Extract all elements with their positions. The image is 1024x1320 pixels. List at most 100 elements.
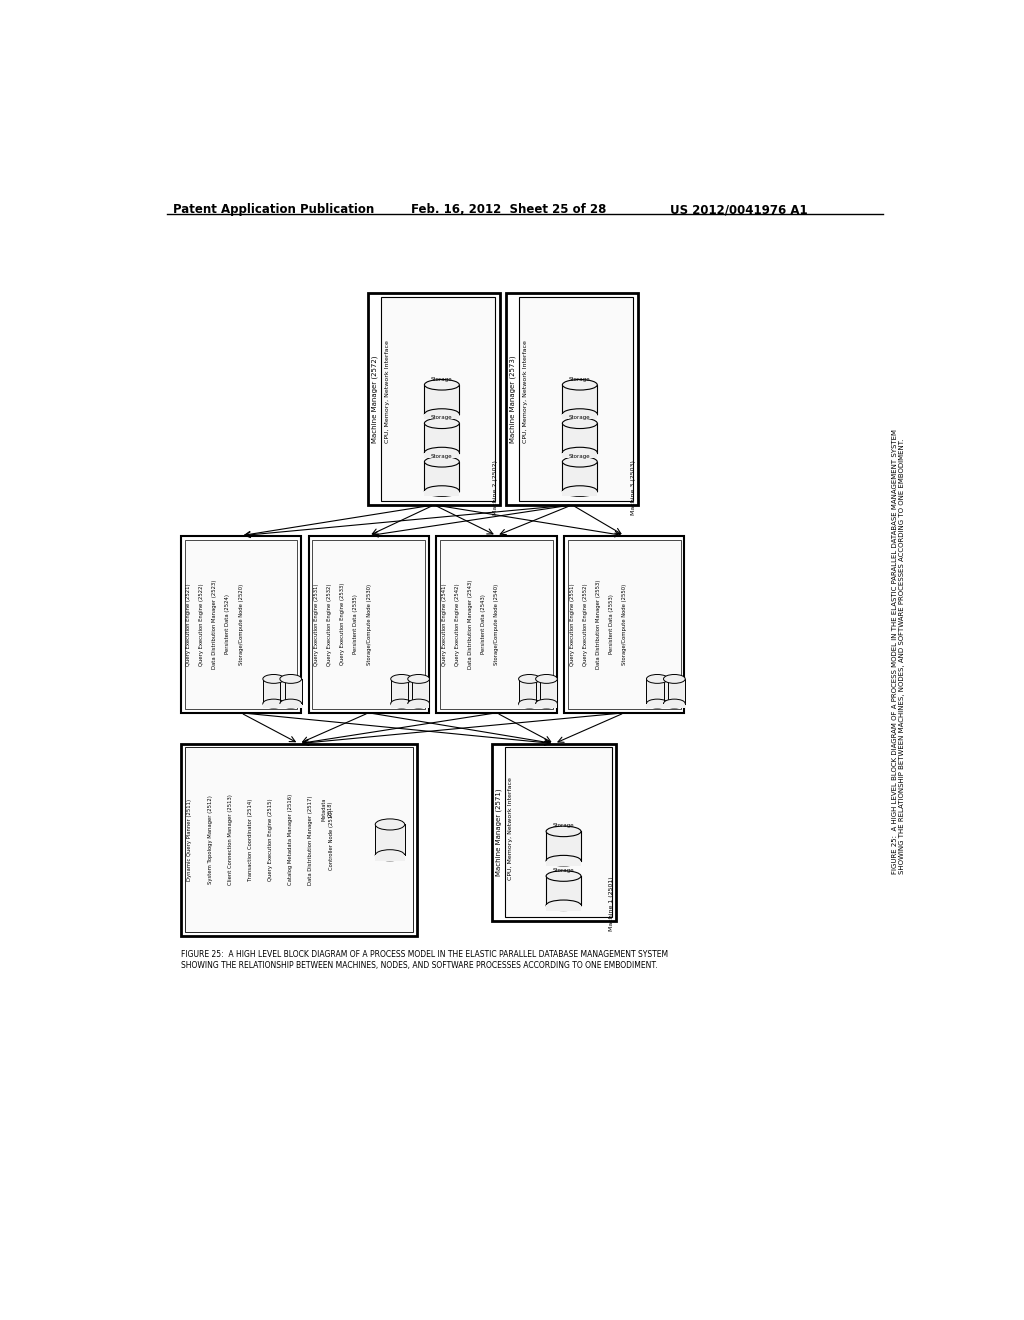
Text: Query Execution Engine (2522): Query Execution Engine (2522) bbox=[199, 583, 204, 665]
Text: Query Execution Engine (2541): Query Execution Engine (2541) bbox=[441, 583, 446, 665]
Ellipse shape bbox=[263, 700, 285, 708]
Text: Storage: Storage bbox=[569, 454, 591, 459]
Bar bbox=[568, 540, 681, 709]
Bar bbox=[424, 491, 460, 496]
Ellipse shape bbox=[518, 675, 541, 684]
Text: Data Distribution Manager (2523): Data Distribution Manager (2523) bbox=[212, 579, 217, 669]
Ellipse shape bbox=[408, 700, 429, 708]
Ellipse shape bbox=[562, 486, 597, 496]
Text: Machine Manager (2573): Machine Manager (2573) bbox=[509, 355, 516, 442]
Text: Query Execution Engine (2542): Query Execution Engine (2542) bbox=[455, 583, 460, 665]
Ellipse shape bbox=[280, 700, 302, 708]
Bar bbox=[518, 704, 541, 708]
Text: Storage: Storage bbox=[569, 416, 591, 420]
Text: Data Distribution Manager (2517): Data Distribution Manager (2517) bbox=[308, 795, 313, 884]
Ellipse shape bbox=[536, 675, 557, 684]
Bar bbox=[184, 540, 297, 709]
Bar bbox=[180, 743, 417, 936]
Text: Storage: Storage bbox=[569, 376, 591, 381]
Text: US 2012/0041976 A1: US 2012/0041976 A1 bbox=[671, 203, 808, 216]
Text: Machine 1 (2501): Machine 1 (2501) bbox=[609, 876, 614, 931]
Bar bbox=[518, 678, 541, 704]
Text: Data Distribution Manager (2553): Data Distribution Manager (2553) bbox=[596, 579, 601, 669]
Bar bbox=[493, 743, 616, 921]
Text: Dynamic Query Planner (2511): Dynamic Query Planner (2511) bbox=[187, 799, 193, 880]
Bar bbox=[263, 704, 285, 708]
Ellipse shape bbox=[562, 447, 597, 458]
Ellipse shape bbox=[424, 380, 460, 389]
Text: Persistent Data (2535): Persistent Data (2535) bbox=[353, 594, 358, 655]
Ellipse shape bbox=[375, 818, 404, 830]
Text: SHOWING THE RELATIONSHIP BETWEEN MACHINES, NODES, AND SOFTWARE PROCESSES ACCORDI: SHOWING THE RELATIONSHIP BETWEEN MACHINE… bbox=[180, 961, 657, 970]
Text: Persistent Data (2553): Persistent Data (2553) bbox=[609, 594, 614, 655]
Bar bbox=[263, 678, 285, 704]
Bar bbox=[536, 704, 557, 708]
Text: Persistent Data (2543): Persistent Data (2543) bbox=[481, 594, 486, 655]
Bar bbox=[408, 678, 429, 704]
Bar bbox=[546, 832, 581, 861]
Bar bbox=[184, 747, 414, 932]
Text: Storage: Storage bbox=[553, 869, 574, 873]
Bar bbox=[180, 536, 301, 713]
Bar bbox=[375, 825, 404, 855]
Text: Data Distribution Manager (2543): Data Distribution Manager (2543) bbox=[468, 579, 473, 669]
Bar bbox=[375, 855, 404, 861]
Bar bbox=[562, 424, 597, 453]
Ellipse shape bbox=[546, 871, 581, 882]
Text: Query Execution Engine (2515): Query Execution Engine (2515) bbox=[268, 799, 273, 882]
Bar bbox=[280, 704, 302, 708]
Ellipse shape bbox=[546, 855, 581, 866]
Bar bbox=[664, 704, 685, 708]
Text: CPU, Memory, Network Interface: CPU, Memory, Network Interface bbox=[508, 777, 513, 879]
Ellipse shape bbox=[646, 700, 669, 708]
Bar bbox=[440, 540, 553, 709]
Bar bbox=[518, 297, 633, 502]
Text: Query Execution Engine (2533): Query Execution Engine (2533) bbox=[340, 583, 345, 665]
Bar bbox=[562, 385, 597, 414]
Text: Transaction Coordinator (2514): Transaction Coordinator (2514) bbox=[248, 799, 253, 880]
Text: System Topology Manager (2512): System Topology Manager (2512) bbox=[208, 796, 213, 884]
Bar bbox=[562, 462, 597, 491]
Ellipse shape bbox=[424, 486, 460, 496]
Ellipse shape bbox=[424, 418, 460, 429]
Ellipse shape bbox=[408, 675, 429, 684]
Bar bbox=[424, 453, 460, 458]
Ellipse shape bbox=[546, 900, 581, 911]
Text: Query Execution Engine (2552): Query Execution Engine (2552) bbox=[583, 583, 588, 665]
Bar bbox=[546, 861, 581, 866]
Bar bbox=[424, 462, 460, 491]
Ellipse shape bbox=[562, 380, 597, 389]
Text: FIGURE 25:  A HIGH LEVEL BLOCK DIAGRAM OF A PROCESS MODEL IN THE ELASTIC PARALLE: FIGURE 25: A HIGH LEVEL BLOCK DIAGRAM OF… bbox=[180, 950, 668, 958]
Bar bbox=[280, 678, 302, 704]
Bar bbox=[646, 678, 669, 704]
Text: Machine 2 (2502): Machine 2 (2502) bbox=[493, 461, 498, 515]
Text: Persistent Data (2524): Persistent Data (2524) bbox=[225, 594, 230, 655]
Bar bbox=[408, 704, 429, 708]
Bar bbox=[308, 536, 429, 713]
Bar bbox=[506, 293, 638, 506]
Bar bbox=[546, 906, 581, 911]
Ellipse shape bbox=[280, 675, 302, 684]
Text: Storage: Storage bbox=[431, 416, 453, 420]
Ellipse shape bbox=[391, 675, 413, 684]
Text: Feb. 16, 2012  Sheet 25 of 28: Feb. 16, 2012 Sheet 25 of 28 bbox=[411, 203, 606, 216]
Bar bbox=[562, 414, 597, 420]
Text: Query Execution Engine (2532): Query Execution Engine (2532) bbox=[327, 583, 332, 665]
Ellipse shape bbox=[536, 700, 557, 708]
Ellipse shape bbox=[646, 675, 669, 684]
Bar bbox=[391, 704, 413, 708]
Text: Storage: Storage bbox=[431, 454, 453, 459]
Text: FIGURE 25:  A HIGH LEVEL BLOCK DIAGRAM OF A PROCESS MODEL IN THE ELASTIC PARALLE: FIGURE 25: A HIGH LEVEL BLOCK DIAGRAM OF… bbox=[892, 429, 905, 874]
Text: Client Connection Manager (2513): Client Connection Manager (2513) bbox=[227, 795, 232, 886]
Bar bbox=[562, 453, 597, 458]
Bar bbox=[381, 297, 496, 502]
Text: Storage: Storage bbox=[431, 376, 453, 381]
Ellipse shape bbox=[424, 409, 460, 420]
Ellipse shape bbox=[562, 457, 597, 467]
Bar bbox=[664, 678, 685, 704]
Text: Machine Manager (2572): Machine Manager (2572) bbox=[372, 355, 378, 442]
Text: Storage: Storage bbox=[553, 824, 574, 829]
Text: Metadata
(2518): Metadata (2518) bbox=[322, 797, 333, 821]
Text: CPU, Memory, Network Interface: CPU, Memory, Network Interface bbox=[385, 339, 390, 442]
Text: Query Execution Engine (2521): Query Execution Engine (2521) bbox=[186, 583, 190, 665]
